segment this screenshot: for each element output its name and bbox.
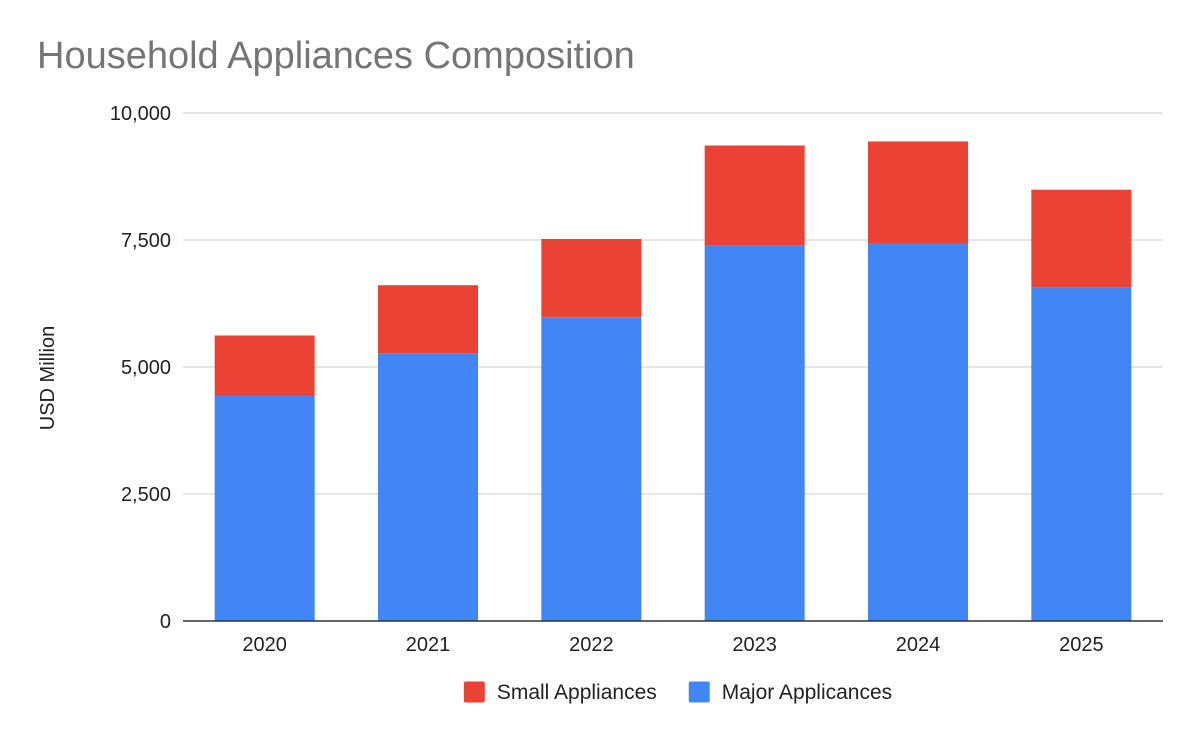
x-tick-label: 2024 [896, 634, 941, 656]
bar-small-appliances-2025 [1031, 189, 1132, 288]
legend-item-major-applicances[interactable]: Major Applicances [688, 681, 892, 704]
x-tick-label: 2022 [569, 634, 614, 656]
chart-title: Household Appliances Composition [37, 35, 635, 77]
y-axis-ticks: 0 2,500 5,000 7,500 10,000 [110, 103, 171, 633]
y-tick-label: 7,500 [121, 230, 171, 252]
legend-label: Major Applicances [722, 681, 892, 704]
bars [214, 141, 1132, 621]
y-tick-label: 0 [160, 611, 171, 633]
y-axis-title: USD Million [37, 326, 59, 430]
bar-major-applicances-2023 [704, 245, 805, 621]
bar-major-applicances-2024 [868, 243, 968, 621]
bar-small-appliances-2022 [541, 238, 642, 318]
x-tick-label: 2025 [1059, 634, 1104, 656]
legend: Small Appliances Major Applicances [463, 681, 892, 704]
x-axis-ticks: 2020 2021 2022 2023 2024 2025 [242, 634, 1103, 656]
bar-small-appliances-2024 [868, 141, 968, 244]
legend-item-small-appliances[interactable]: Small Appliances [463, 681, 657, 704]
bar-major-applicances-2022 [541, 317, 642, 621]
bar-small-appliances-2020 [214, 335, 315, 396]
bar-small-appliances-2021 [378, 285, 478, 354]
y-tick-label: 10,000 [110, 103, 171, 125]
x-tick-label: 2020 [242, 634, 287, 656]
y-tick-label: 5,000 [121, 357, 171, 379]
bar-major-applicances-2021 [378, 353, 478, 621]
legend-swatch [463, 681, 485, 703]
gridlines [183, 112, 1163, 495]
legend-swatch [688, 681, 710, 703]
bar-small-appliances-2023 [704, 145, 805, 246]
x-tick-label: 2021 [406, 634, 451, 656]
bar-major-applicances-2020 [214, 395, 315, 621]
bar-major-applicances-2025 [1031, 287, 1132, 621]
legend-label: Small Appliances [497, 681, 657, 704]
y-tick-label: 2,500 [121, 484, 171, 506]
x-tick-label: 2023 [732, 634, 777, 656]
